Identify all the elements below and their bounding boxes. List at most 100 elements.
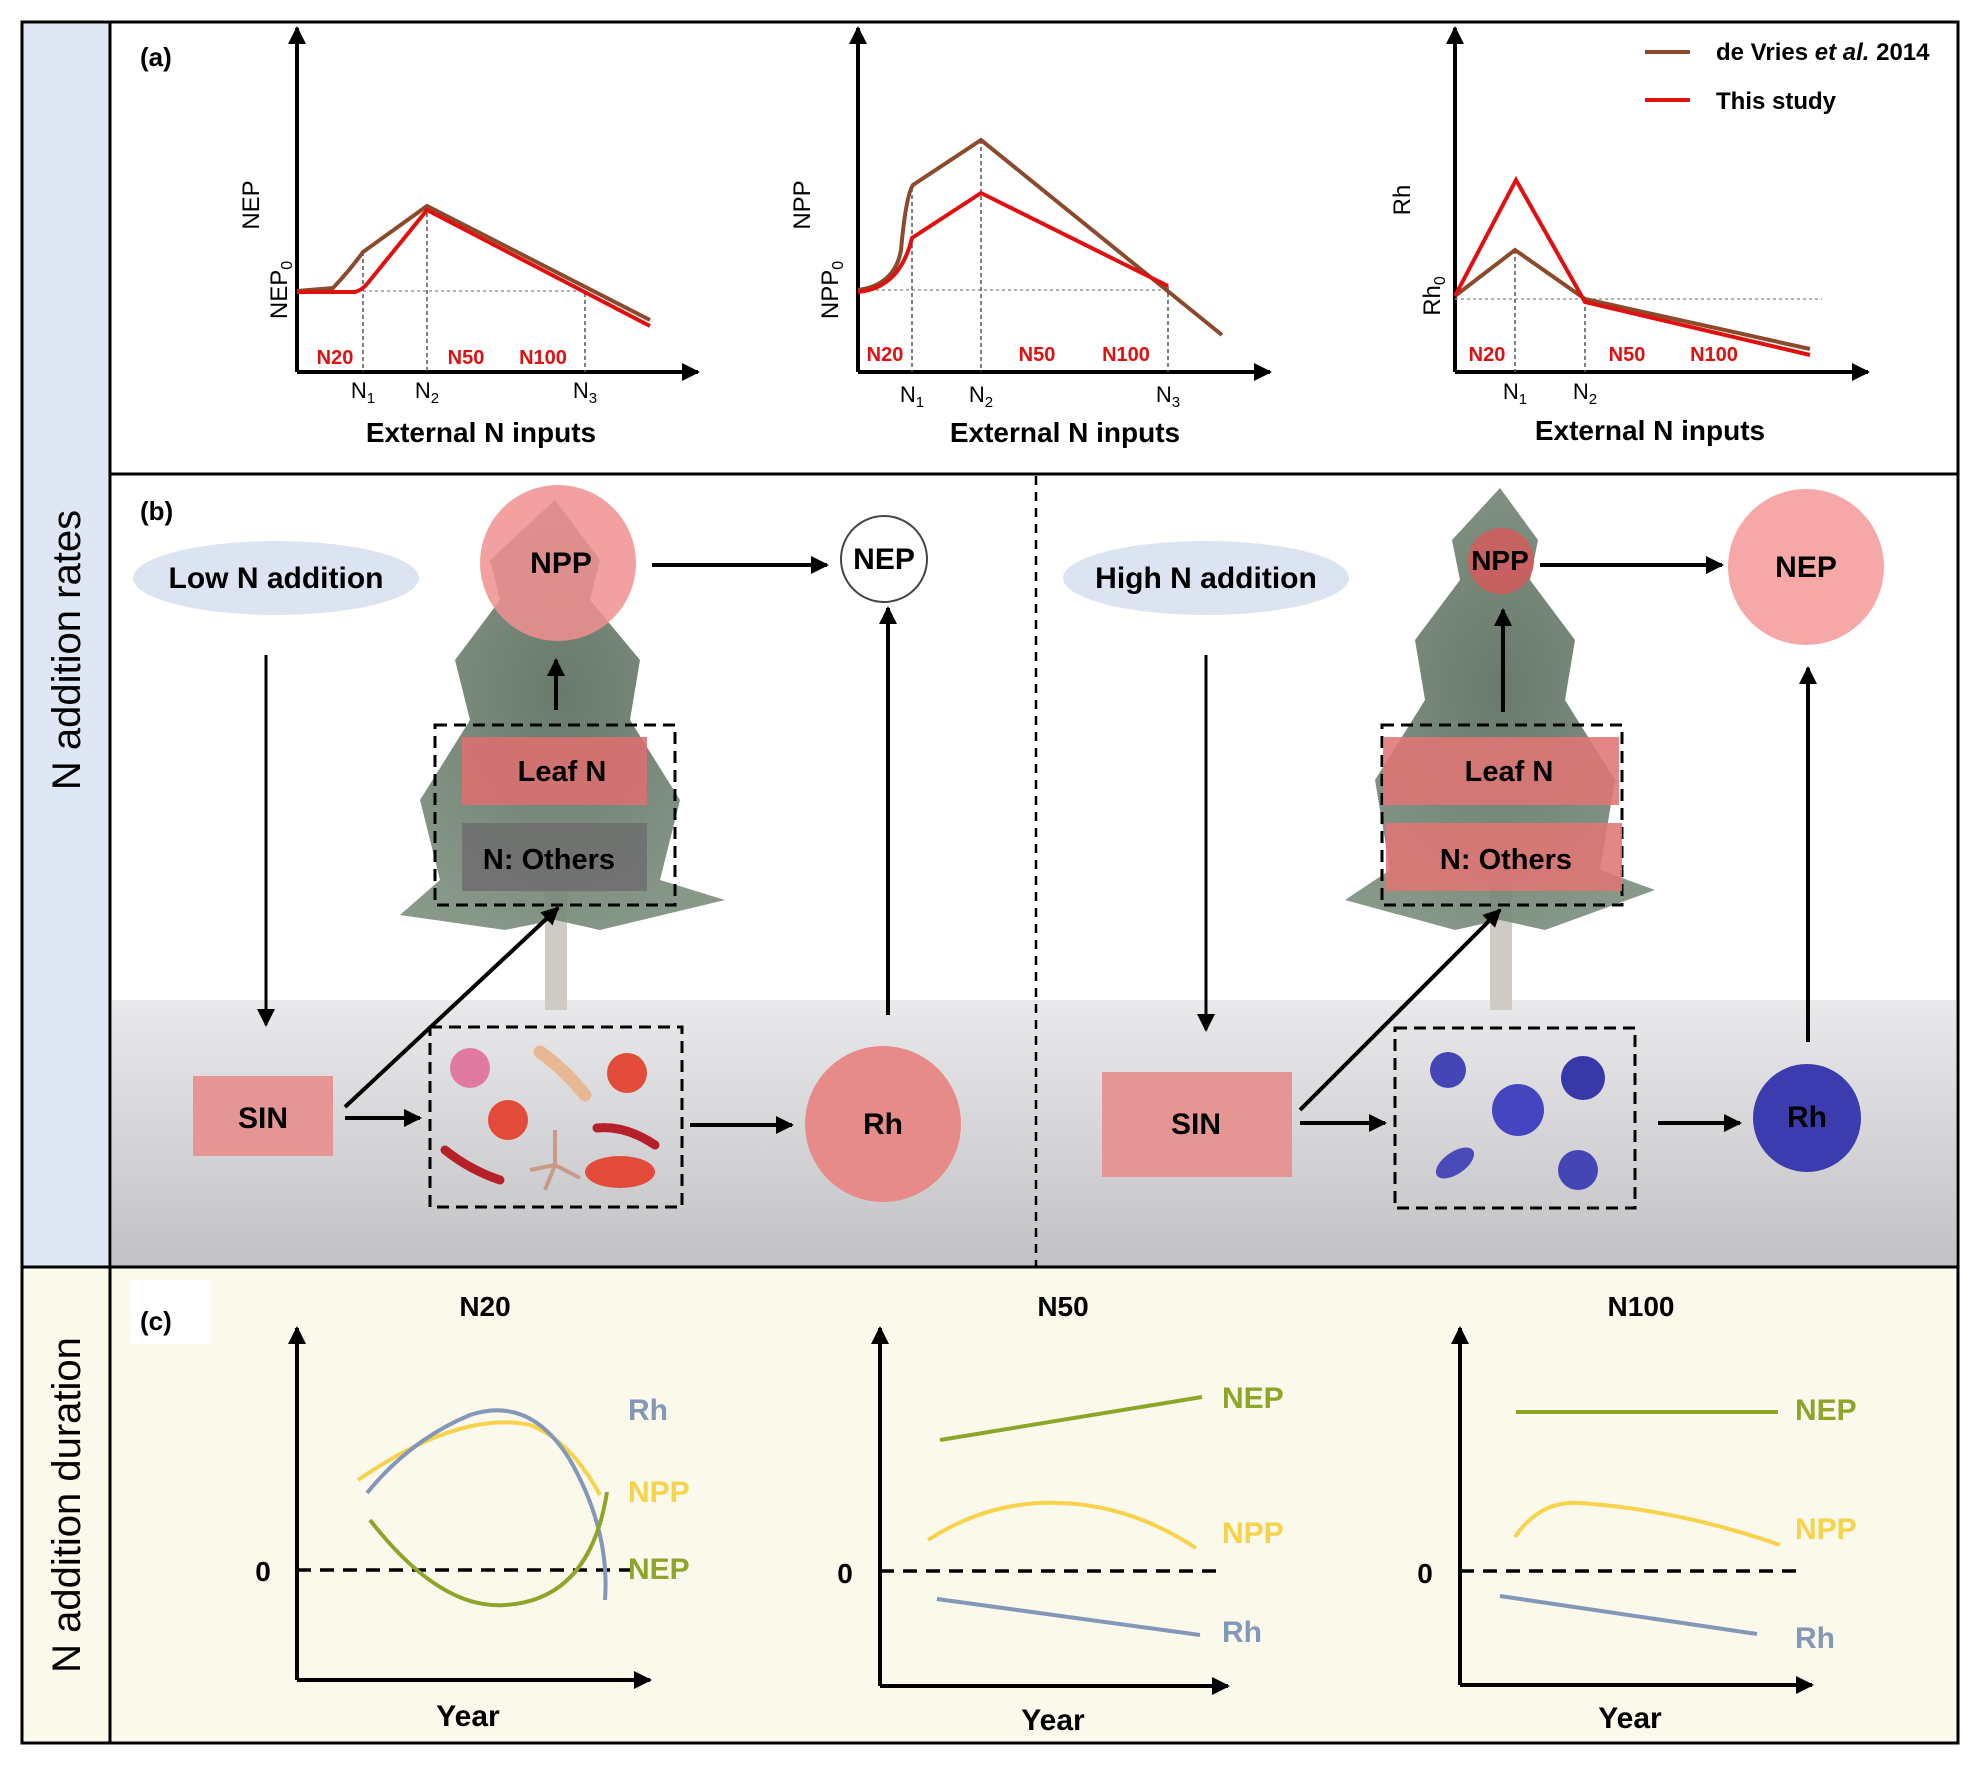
- tree-crown: [1345, 488, 1655, 930]
- tick-n2: N2: [969, 382, 993, 411]
- series-label-rh: Rh: [1222, 1616, 1262, 1649]
- y-label: Rh: [1389, 185, 1416, 216]
- zero-label: 0: [1417, 1558, 1433, 1589]
- dose-label-n100: N100: [1102, 344, 1150, 366]
- dose-label-n50: N50: [448, 347, 485, 369]
- baseline-label: NPP0: [817, 261, 847, 319]
- dose-label-n100: N100: [1690, 344, 1738, 366]
- panel-b-label: (b): [140, 496, 173, 526]
- tick-n3: N3: [573, 378, 597, 407]
- curve-rh: [936, 1597, 1201, 1637]
- y-label: NEP: [238, 180, 265, 229]
- curve-rh: [365, 1408, 608, 1601]
- legend-label-de-vries: de Vries et al. 2014: [1716, 39, 1930, 66]
- high-others-box: [1386, 823, 1622, 891]
- microbe-icons-red: [440, 1045, 660, 1191]
- virus-icon: [607, 1053, 647, 1093]
- baseline-label: NEP0: [266, 261, 296, 319]
- series-label-nep: NEP: [628, 1553, 690, 1586]
- legend: de Vries et al. 2014 This study: [1645, 39, 1930, 115]
- y-label: NPP: [789, 180, 816, 229]
- soil-band: [112, 1000, 1956, 1266]
- low-nep-circle: [840, 515, 928, 603]
- chart-a1-nep: NEP NEP0 N20 N50 N100 N1 N2 N3 External …: [238, 26, 700, 448]
- low-leaf-n-box: [462, 737, 647, 805]
- legend-label-this-study: This study: [1716, 88, 1837, 115]
- curve-de-vries: [296, 203, 651, 322]
- dose-label-n20: N20: [867, 344, 904, 366]
- chart-title: N100: [1608, 1291, 1675, 1322]
- curve-this-study: [857, 190, 1169, 294]
- low-others-box: [462, 823, 647, 891]
- star-microbe-icon: [1430, 1052, 1466, 1088]
- high-sin-box: [1102, 1072, 1292, 1177]
- x-title: Year: [1021, 1704, 1085, 1737]
- low-npp-label: NPP: [530, 547, 592, 580]
- high-nep-circle: [1728, 489, 1884, 645]
- side-label-rates: N addition rates: [45, 510, 89, 790]
- tick-n1: N1: [351, 378, 375, 407]
- dose-label-n100: N100: [519, 347, 567, 369]
- low-rh-label: Rh: [863, 1108, 903, 1141]
- high-leaf-n-label: Leaf N: [1465, 756, 1554, 788]
- side-label-duration: N addition duration: [45, 1337, 89, 1673]
- dose-label-n20: N20: [317, 347, 354, 369]
- high-nep-label: NEP: [1775, 551, 1837, 584]
- high-n-title: High N addition: [1095, 562, 1317, 595]
- spiky-microbe-icon: [1492, 1084, 1544, 1136]
- flower-microbe-icon: [450, 1048, 490, 1088]
- high-n-ellipse: [1063, 541, 1349, 615]
- side-column-rates: [20, 20, 112, 1269]
- low-sin-box: [193, 1076, 333, 1156]
- curve-nep: [368, 1491, 609, 1608]
- star-microbe-icon: [1558, 1150, 1598, 1190]
- panel-a-label: (a): [140, 42, 172, 72]
- low-sin-label: SIN: [238, 1102, 288, 1135]
- low-n-ellipse: [133, 541, 419, 615]
- tick-n1: N1: [1503, 379, 1527, 408]
- low-npp-circle: [480, 485, 636, 641]
- high-leaf-n-box: [1383, 737, 1619, 805]
- x-title: External N inputs: [950, 417, 1180, 448]
- virus-icon: [488, 1100, 528, 1140]
- low-plant-n-box: [433, 723, 677, 907]
- chart-title: N20: [459, 1291, 510, 1322]
- low-microbe-box: [428, 1025, 684, 1209]
- series-label-nep: NEP: [1222, 1382, 1284, 1415]
- dose-label-n20: N20: [1469, 344, 1506, 366]
- curve-nep: [939, 1395, 1203, 1442]
- high-sin-label: SIN: [1171, 1108, 1221, 1141]
- series-label-npp: NPP: [628, 1476, 690, 1509]
- low-n-title: Low N addition: [169, 562, 384, 595]
- high-rh-label: Rh: [1787, 1101, 1827, 1134]
- series-label-rh: Rh: [1795, 1622, 1835, 1655]
- x-title: External N inputs: [1535, 415, 1765, 446]
- tick-n2: N2: [1573, 379, 1597, 408]
- chart-c2-n50: N50 0 NEP NPP Rh Year: [837, 1291, 1283, 1737]
- high-microbe-box: [1393, 1026, 1637, 1210]
- worm-microbe-icon: [440, 1145, 505, 1185]
- tick-n1: N1: [900, 382, 924, 411]
- series-label-nep: NEP: [1795, 1394, 1857, 1427]
- bacillus-chain-icon: [533, 1045, 592, 1102]
- baseline-label: Rh0: [1419, 276, 1449, 316]
- arrow-sin-to-plant: [1298, 908, 1502, 1112]
- low-others-label: N: Others: [483, 844, 615, 876]
- panel-c-label-bg: [130, 1280, 210, 1344]
- low-n-scenario: Low N addition NPP NEP Leaf N N: Others …: [133, 485, 961, 1209]
- zero-label: 0: [255, 1556, 271, 1587]
- low-leaf-n-label: Leaf N: [518, 756, 607, 788]
- high-plant-n-box: [1380, 723, 1624, 907]
- high-npp-circle: [1468, 528, 1534, 594]
- low-rh-circle: [805, 1046, 961, 1202]
- series-label-npp: NPP: [1222, 1517, 1284, 1550]
- series-label-npp: NPP: [1795, 1513, 1857, 1546]
- x-title: Year: [1598, 1702, 1662, 1735]
- rod-microbe-icon: [1435, 1147, 1475, 1179]
- dose-label-n50: N50: [1019, 344, 1056, 366]
- chart-a2-npp: NPP NPP0 N20 N50 N100 N1 N2 N3 External …: [789, 26, 1272, 448]
- series-label-rh: Rh: [628, 1394, 668, 1427]
- curve-de-vries: [1453, 247, 1811, 351]
- worm-microbe-icon: [592, 1123, 660, 1150]
